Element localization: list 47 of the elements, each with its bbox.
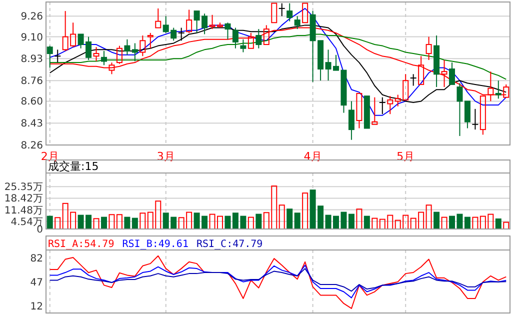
y-tick-label: 25.35万: [4, 182, 43, 194]
bar: [132, 218, 138, 230]
bar: [256, 214, 262, 230]
series-label: RSI_A:54.79: [48, 239, 114, 250]
text: RSI_C:47.79: [196, 239, 263, 250]
bar: [372, 218, 378, 230]
bar: [140, 212, 146, 230]
bar: [441, 216, 448, 230]
y-tick-label: 9.26: [20, 12, 43, 23]
bar: [348, 214, 354, 230]
bar: [124, 216, 130, 230]
bar: [294, 212, 300, 230]
y-tick-label: 47: [30, 278, 43, 289]
y-tick-label: 8.76: [20, 76, 43, 88]
chart-title: 成交量:15: [48, 160, 99, 173]
y-tick-label: 8.43: [20, 118, 43, 130]
bar: [46, 216, 53, 230]
y-tick-label: 12: [30, 302, 43, 313]
bar: [54, 217, 61, 230]
bar: [302, 192, 308, 230]
bar: [356, 208, 362, 230]
line-series: [49, 268, 507, 292]
line-series: [49, 255, 507, 309]
bar: [503, 222, 510, 230]
bar: [224, 216, 231, 230]
bar: [108, 214, 115, 230]
bar: [364, 216, 370, 230]
bar: [464, 216, 470, 230]
bar: [248, 216, 254, 230]
bar: [101, 216, 107, 230]
bar: [426, 204, 432, 230]
y-tick-label: 9.10: [20, 32, 43, 44]
bar: [472, 216, 478, 230]
bar: [116, 214, 122, 230]
line-series: [49, 264, 507, 298]
y-tick-label: 82: [30, 254, 43, 265]
y-tick-label: 11.48万: [4, 205, 43, 216]
y-tick-label: 18.42万: [4, 194, 43, 205]
y-tick-label: 8.93: [20, 54, 43, 66]
bar: [286, 208, 293, 230]
bar: [93, 218, 100, 230]
y-tick-label: 8.26: [20, 140, 43, 152]
bar: [278, 204, 285, 230]
y-tick-label: 8.60: [20, 96, 43, 108]
bar: [434, 212, 440, 230]
bar: [495, 218, 502, 230]
series-label: RSI_B:49.61: [122, 239, 188, 250]
